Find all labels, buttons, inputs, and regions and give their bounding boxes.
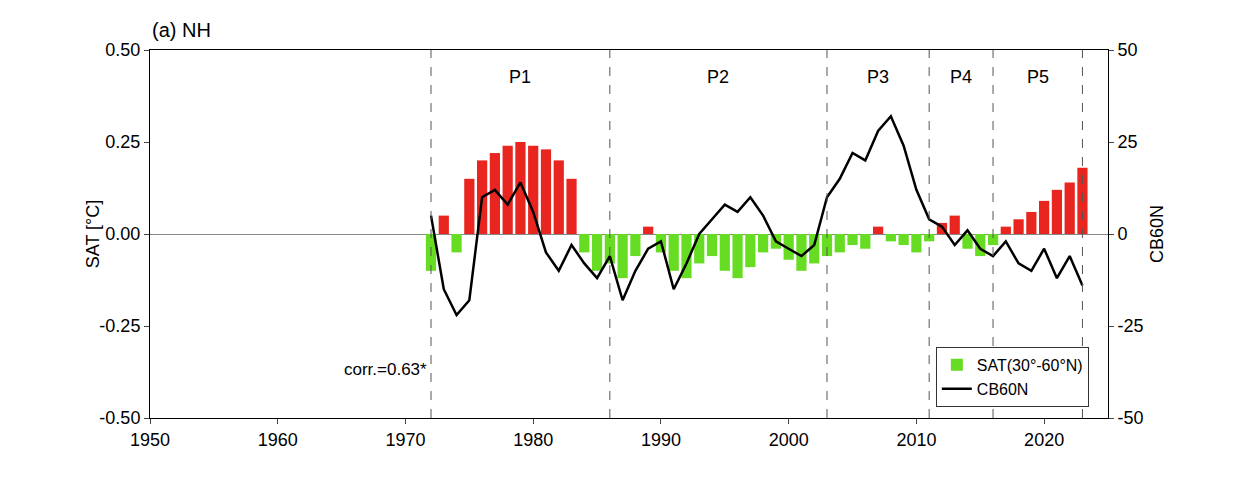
svg-text:-0.50: -0.50	[99, 408, 140, 428]
svg-text:1980: 1980	[513, 430, 553, 450]
svg-text:2000: 2000	[769, 430, 809, 450]
svg-text:2010: 2010	[896, 430, 936, 450]
svg-text:P1: P1	[509, 67, 531, 87]
svg-text:-0.25: -0.25	[99, 316, 140, 336]
svg-text:0.50: 0.50	[105, 40, 140, 60]
svg-text:(a) NH: (a) NH	[152, 19, 211, 41]
svg-text:0.00: 0.00	[105, 224, 140, 244]
svg-text:P5: P5	[1027, 67, 1049, 87]
svg-text:2020: 2020	[1024, 430, 1064, 450]
svg-text:P4: P4	[950, 67, 972, 87]
svg-text:1950: 1950	[130, 430, 170, 450]
svg-text:P3: P3	[867, 67, 889, 87]
svg-text:CB60N: CB60N	[977, 381, 1029, 398]
svg-text:0.25: 0.25	[105, 132, 140, 152]
svg-text:SAT [°C]: SAT [°C]	[83, 200, 103, 269]
svg-text:-25: -25	[1118, 316, 1144, 336]
svg-text:SAT(30°-60°N): SAT(30°-60°N)	[977, 357, 1083, 374]
svg-text:1960: 1960	[258, 430, 298, 450]
svg-text:CB60N: CB60N	[1147, 205, 1167, 263]
svg-text:25: 25	[1118, 132, 1138, 152]
svg-text:-50: -50	[1118, 408, 1144, 428]
svg-text:1990: 1990	[641, 430, 681, 450]
svg-text:0: 0	[1118, 224, 1128, 244]
svg-text:50: 50	[1118, 40, 1138, 60]
svg-text:1970: 1970	[385, 430, 425, 450]
svg-text:P2: P2	[707, 67, 729, 87]
svg-text:corr.=0.63*: corr.=0.63*	[344, 360, 427, 379]
